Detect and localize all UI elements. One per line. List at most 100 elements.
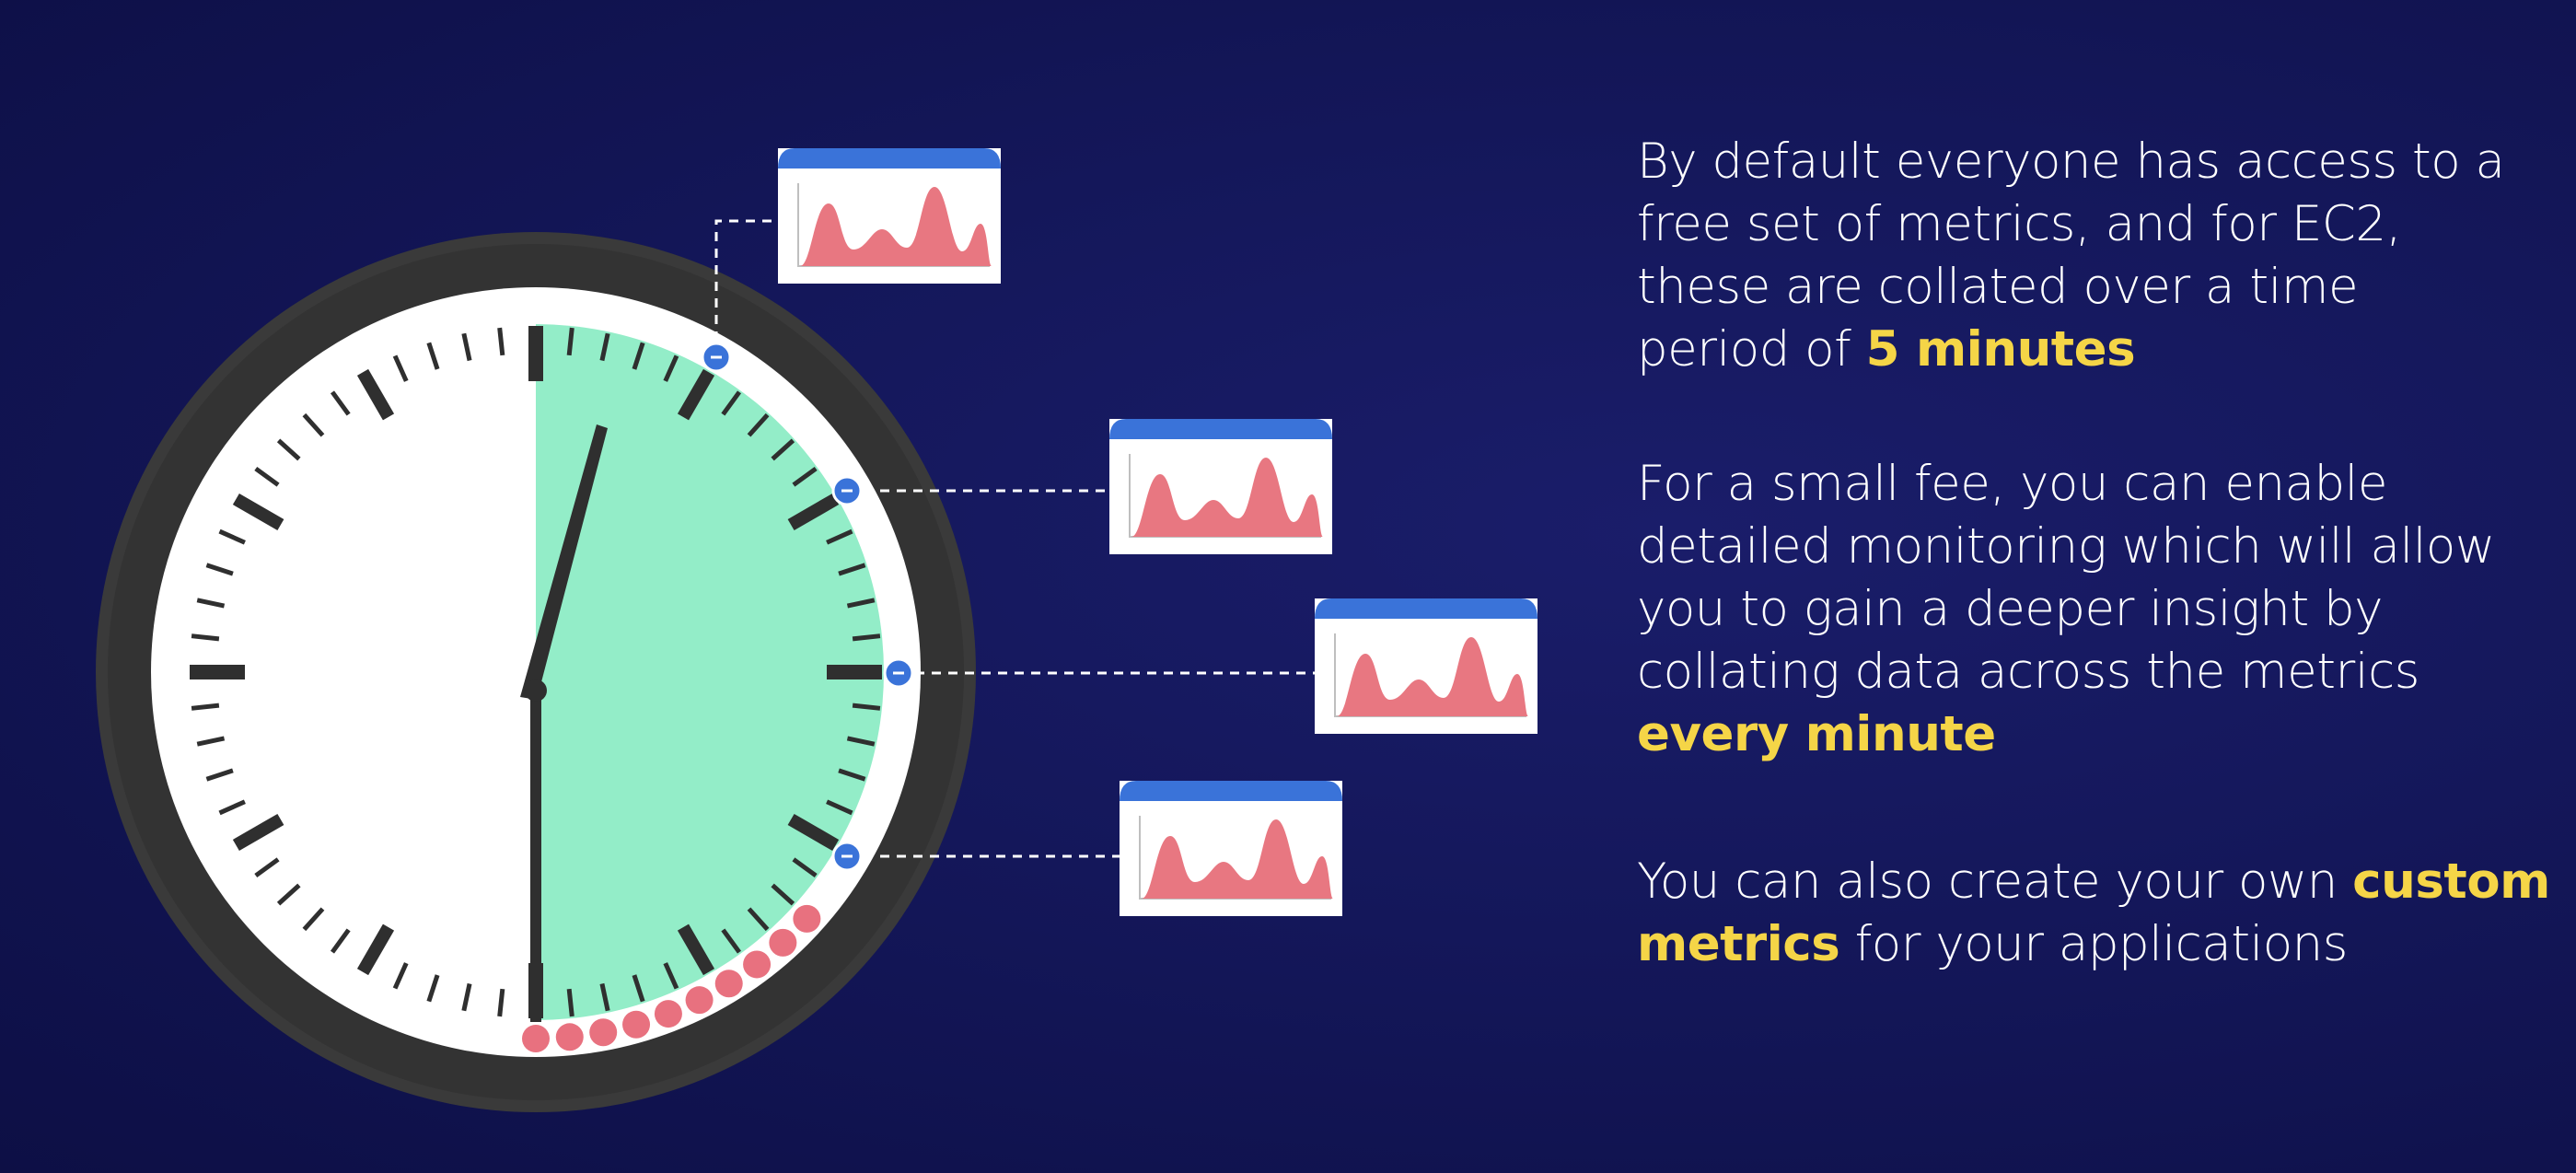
text-line: you to gain a deeper insight by [1637,581,2384,637]
minute-tick [302,412,325,437]
minute-dot [793,904,821,933]
minute-tick [721,928,742,954]
marker-dot [701,342,732,373]
text-line: free set of metrics, and for EC2, [1637,196,2401,252]
paragraph-default-metrics: By default everyone has access to a free… [1637,131,2539,381]
minute-tick [196,736,226,747]
minute-dot [654,1000,682,1028]
minute-tick [771,883,795,906]
minute-tick [191,703,220,711]
highlight-every-minute: every minute [1637,706,1996,762]
minute-dot [555,1023,584,1051]
minute-tick [632,342,645,370]
minute-tick [792,466,818,487]
minute-tick [852,633,881,642]
minute-tick [276,883,301,906]
minute-tick [302,907,325,932]
minute-dot [622,1010,651,1039]
minute-tick [392,962,409,990]
minute-dot [522,1025,550,1052]
minute-tick [205,563,234,576]
minute-tick [632,974,645,1003]
minute-tick [497,988,505,1017]
hour-tick [356,923,395,976]
marker-dot [831,475,863,506]
minute-tick [330,928,351,954]
hour-tick [677,923,715,976]
text-line: metrics for your applications [1637,913,2539,976]
text-fragment: period of [1637,321,1866,377]
minute-tick [771,438,795,461]
text-line: period of 5 minutes [1637,319,2539,381]
minute-tick [330,390,351,416]
connector-lines [714,219,1315,858]
elapsed-sector [536,324,884,1020]
text-line: these are collated over a time [1637,259,2359,315]
minute-tick [566,327,574,356]
minute-tick [663,962,679,990]
clock-ticks [190,326,882,1018]
minute-tick [461,982,472,1012]
metric-chart-icon [1315,598,1537,734]
minute-tick [254,857,280,878]
text-fragment: for your applications [1839,916,2349,972]
minute-tick [663,354,679,382]
minute-tick [838,563,866,576]
clock-hands [520,424,608,1022]
hour-tick [787,813,840,852]
paragraph-detailed-monitoring: For a small fee, you can enable detailed… [1637,453,2539,766]
metric-cards [778,148,1537,916]
metric-chart-icon [1120,781,1342,916]
marker-dot [883,657,914,689]
minute-dots [522,904,821,1052]
minute-tick [826,799,853,816]
minute-dot [685,986,714,1015]
rim-markers [701,342,914,872]
hour-tick [356,368,395,421]
hour-tick [677,368,715,421]
minute-tick [599,982,610,1012]
minute-tick [497,327,505,356]
minute-tick [792,857,818,878]
minute-tick [846,736,876,747]
minute-tick [218,528,246,545]
highlight-metrics: metrics [1637,916,1840,972]
minute-tick [461,332,472,362]
text-fragment: You can also create your own [1637,854,2353,910]
minute-dot [589,1018,618,1047]
minute-tick [838,768,866,782]
minute-tick [747,412,770,437]
connector-line-1 [714,219,778,357]
minute-tick [599,332,610,362]
minute-tick [218,799,246,816]
highlight-custom: custom [2352,854,2550,910]
highlight-five-minutes: 5 minutes [1865,321,2136,377]
hour-hand [520,424,608,700]
metric-chart-icon [778,148,1001,284]
clock-hub [525,679,547,702]
minute-tick [426,974,440,1003]
text-line: collating data across the metrics [1637,644,2419,700]
minute-tick [191,633,220,642]
minute-dot [714,970,743,998]
minute-tick [205,768,234,782]
metric-chart-icon [1109,419,1332,554]
minute-tick [196,598,226,609]
minute-tick [747,907,770,932]
text-line: By default everyone has access to a [1637,134,2505,190]
minute-dot [769,928,797,957]
hour-tick [787,493,840,531]
hour-tick [232,813,284,852]
minute-tick [846,598,876,609]
hour-tick [232,493,284,531]
text-line: You can also create your own custom [1637,851,2550,913]
minute-tick [276,438,301,461]
minute-tick [254,466,280,487]
minute-tick [721,390,742,416]
minute-tick [566,988,574,1017]
minute-tick [852,703,881,711]
minute-tick [392,354,409,382]
text-line: For a small fee, you can enable [1637,456,2388,512]
minute-tick [426,342,440,370]
